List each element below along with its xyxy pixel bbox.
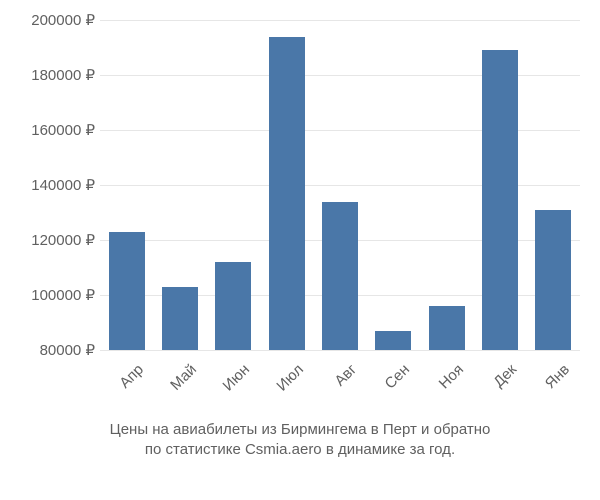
bar (109, 232, 145, 350)
bar (375, 331, 411, 350)
y-axis-labels: 80000 ₽100000 ₽120000 ₽140000 ₽160000 ₽1… (0, 20, 95, 350)
x-tick-label: Дек (474, 361, 520, 407)
x-tick-label: Авг (314, 361, 360, 407)
x-tick-label: Сен (367, 361, 413, 407)
caption-line-1: Цены на авиабилеты из Бирмингема в Перт … (110, 421, 491, 438)
y-tick-label: 80000 ₽ (40, 341, 95, 359)
x-tick-label: Июн (207, 361, 253, 407)
gridline (100, 350, 580, 351)
x-axis-labels: АпрМайИюнИюлАвгСенНояДекЯнв (100, 355, 580, 415)
price-chart: 80000 ₽ 100000 ₽ 120000 ₽ 140000 ₽ 160000 ₽ 1… (0, 0, 600, 500)
bars (100, 20, 580, 350)
bar (429, 306, 465, 350)
x-tick-label: Май (154, 361, 200, 407)
y-tick-label: 180000 ₽ (31, 66, 95, 84)
plot-area (100, 20, 580, 350)
x-tick-label: Июл (261, 361, 307, 407)
x-tick-label: Янв (527, 361, 573, 407)
y-tick-label: 160000 ₽ (31, 121, 95, 139)
bar (269, 37, 305, 351)
y-tick-label: 200000 ₽ (31, 11, 95, 29)
bar (215, 262, 251, 350)
y-tick-label: 140000 ₽ (31, 176, 95, 194)
bar (162, 287, 198, 350)
bar (535, 210, 571, 350)
bar (482, 50, 518, 350)
y-tick-label: 120000 ₽ (31, 231, 95, 249)
caption-line-2: по статистике Csmia.aero в динамике за г… (145, 441, 455, 458)
chart-caption: Цены на авиабилеты из Бирмингема в Перт … (0, 420, 600, 461)
bar (322, 202, 358, 351)
x-tick-label: Апр (101, 361, 147, 407)
x-tick-label: Ноя (421, 361, 467, 407)
y-tick-label: 100000 ₽ (31, 286, 95, 304)
